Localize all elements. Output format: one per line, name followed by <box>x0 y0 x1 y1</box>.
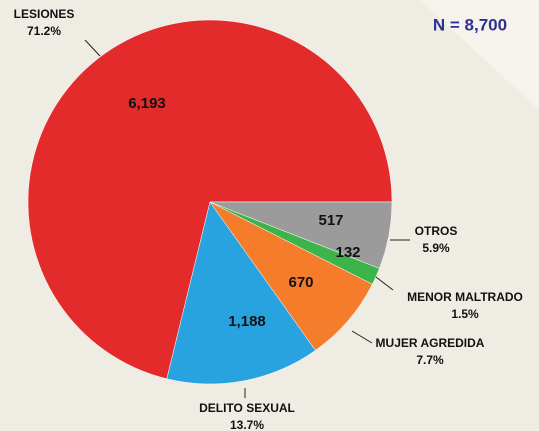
slice-name: DELITO SEXUAL <box>199 401 295 415</box>
background-accent <box>420 0 539 110</box>
leader-line <box>375 276 394 291</box>
percent-label: 13.7% <box>230 418 264 431</box>
leader-line <box>84 39 101 57</box>
value-label: 6,193 <box>128 95 166 112</box>
percent-label: 7.7% <box>416 353 444 367</box>
pie-slice <box>27 19 393 380</box>
leader-line <box>351 330 373 344</box>
total-label: N = 8,700 <box>433 15 507 34</box>
slice-name: MUJER AGREDIDA <box>376 336 485 350</box>
value-label: 1,188 <box>228 313 266 330</box>
value-label: 517 <box>318 212 343 229</box>
slice-name: OTROS <box>415 224 458 238</box>
value-label: 670 <box>288 274 313 291</box>
pie-slice <box>209 201 393 269</box>
pie-slice <box>166 201 316 385</box>
slice-name: LESIONES <box>14 7 75 21</box>
percent-label: 5.9% <box>422 241 450 255</box>
percent-label: 71.2% <box>27 24 61 38</box>
value-label: 132 <box>335 244 360 261</box>
percent-label: 1.5% <box>451 307 479 321</box>
slice-name: MENOR MALTRADO <box>407 290 523 304</box>
